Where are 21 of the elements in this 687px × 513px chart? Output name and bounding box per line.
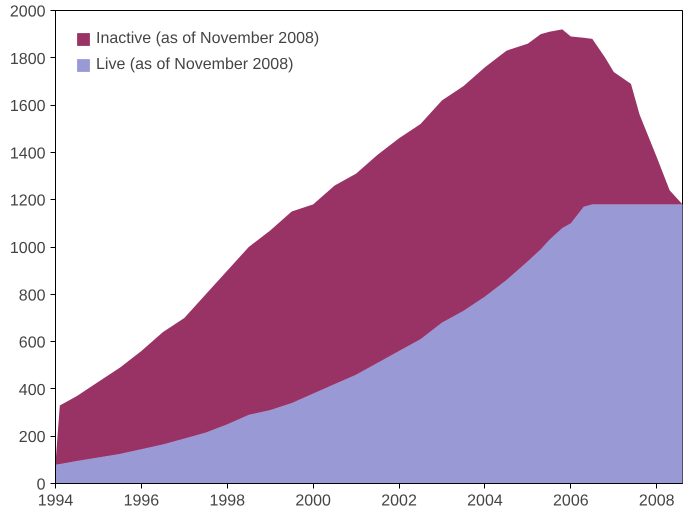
x-tick-label: 2000: [295, 492, 332, 510]
x-tick-label: 2006: [553, 492, 589, 510]
x-tick-label: 1994: [38, 492, 74, 510]
x-tick-label: 1998: [209, 492, 246, 510]
x-tick-label: 1996: [124, 492, 160, 510]
y-tick-label: 400: [18, 382, 46, 399]
y-tick-label: 2000: [10, 4, 46, 20]
x-tick-label: 2004: [467, 492, 503, 510]
y-tick-label: 1200: [10, 192, 46, 210]
legend-label: Live (as of November 2008): [96, 56, 294, 74]
y-tick-label: 1400: [10, 145, 46, 162]
x-tick-label: 2008: [638, 492, 675, 510]
legend-label: Inactive (as of November 2008): [96, 30, 320, 48]
y-tick-label: 1000: [10, 240, 46, 257]
y-tick-label: 0: [36, 476, 46, 494]
y-tick-label: 1600: [10, 98, 46, 116]
y-tick-label: 800: [18, 287, 46, 304]
y-tick-label: 200: [18, 429, 46, 446]
x-tick-label: 2002: [381, 492, 417, 510]
y-tick-label: 600: [18, 334, 46, 352]
y-tick-label: 1800: [10, 50, 46, 68]
